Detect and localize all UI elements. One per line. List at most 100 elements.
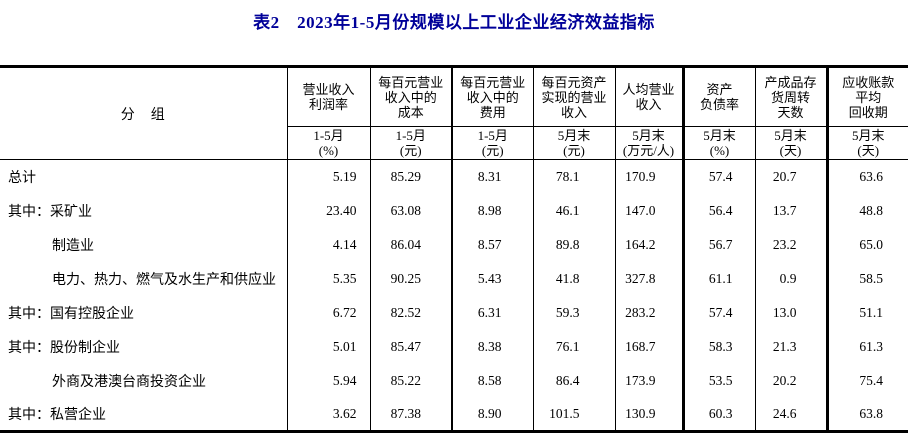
cell-value: 86.4 [532,363,615,398]
cell-value: 58.3 [681,329,755,364]
row-label: 其中：私营企业 [8,407,106,423]
cell-value: 6.72 [286,295,370,330]
cell-value: 20.7 [754,159,827,194]
table-row: 其中：私营企业 3.62 87.38 8.90 101.5 130.9 60.3 24.6 63… [0,397,908,432]
row-label: 电力、热力、燃气及水生产和供应业 [52,272,276,288]
col-header-name-1: 营业收入 利润率 [286,66,370,127]
cell-value: 8.57 [451,227,533,262]
table-title: 表2 2023年1-5月份规模以上工业企业经济效益指标 [253,13,655,32]
cell-value: 147.0 [614,193,683,228]
cell-value: 170.9 [614,159,683,194]
col-header-unit-5: 5月末 (万元/人) [614,126,683,160]
col-header-name-7: 产成品存 货周转 天数 [754,66,827,127]
table-row: 其中：采矿业 23.40 63.08 8.98 46.1 147.0 56.4 13.7 48.… [0,193,908,228]
cell-value: 327.8 [614,261,683,296]
cell-value: 65.0 [825,227,908,262]
cell-value: 59.3 [532,295,615,330]
col-header-name-6: 资产 负债率 [681,66,755,127]
cell-value: 0.9 [754,261,827,296]
cell-value: 164.2 [614,227,683,262]
cell-value: 85.29 [369,159,452,194]
col-header-unit-1: 1-5月 (%) [286,126,370,160]
cell-value: 56.4 [681,193,755,228]
row-label: 外商及港澳台商投资企业 [52,374,206,390]
cell-value: 58.5 [825,261,908,296]
cell-value: 86.04 [369,227,452,262]
cell-value: 173.9 [614,363,683,398]
col-header-unit-3: 1-5月 (元) [451,126,533,160]
cell-value: 78.1 [532,159,615,194]
cell-value: 23.2 [754,227,827,262]
cell-value: 5.19 [286,159,370,194]
cell-value: 61.1 [681,261,755,296]
row-label: 总计 [8,170,36,186]
cell-value: 48.8 [825,193,908,228]
table-row: 外商及港澳台商投资企业 5.94 85.22 8.58 86.4 173.9 53.5 20.… [0,363,908,398]
cell-value: 53.5 [681,363,755,398]
cell-value: 168.7 [614,329,683,364]
cell-value: 8.38 [451,329,533,364]
table-row: 制造业 4.14 86.04 8.57 89.8 164.2 56.7 23.2 65.0 [0,227,908,262]
cell-value: 130.9 [614,397,683,432]
col-header-name-5: 人均营业 收入 [614,66,683,127]
cell-value: 3.62 [286,397,370,432]
cell-value: 8.58 [451,363,533,398]
cell-value: 4.14 [286,227,370,262]
col-header-name-4: 每百元资产 实现的营业 收入 [532,66,615,127]
cell-value: 20.2 [754,363,827,398]
col-header-unit-4: 5月末 (元) [532,126,615,160]
table-row: 其中：国有控股企业 6.72 82.52 6.31 59.3 283.2 57.4 13.0 5… [0,295,908,330]
cell-value: 101.5 [532,397,615,432]
cell-value: 5.43 [451,261,533,296]
cell-value: 23.40 [286,193,370,228]
table-row: 电力、热力、燃气及水生产和供应业 5.35 90.25 5.43 41.8 327.8 61… [0,261,908,296]
row-label: 其中：采矿业 [8,204,92,220]
cell-value: 46.1 [532,193,615,228]
table-row: 总计 5.19 85.29 8.31 78.1 170.9 57.4 20.7 63.6 [0,159,908,194]
cell-value: 75.4 [825,363,908,398]
cell-value: 85.22 [369,363,452,398]
cell-value: 76.1 [532,329,615,364]
cell-value: 60.3 [681,397,755,432]
cell-value: 87.38 [369,397,452,432]
cell-value: 85.47 [369,329,452,364]
col-header-name-8: 应收账款 平均 回收期 [825,66,908,127]
cell-value: 63.6 [825,159,908,194]
cell-value: 24.6 [754,397,827,432]
row-label: 其中：股份制企业 [8,340,120,356]
cell-value: 283.2 [614,295,683,330]
col-header-unit-2: 1-5月 (元) [369,126,452,160]
col-header-group: 分 组 [0,66,287,160]
col-header-unit-6: 5月末 (%) [681,126,755,160]
col-header-name-3: 每百元营业 收入中的 费用 [451,66,533,127]
cell-value: 63.8 [825,397,908,432]
cell-value: 89.8 [532,227,615,262]
cell-value: 56.7 [681,227,755,262]
cell-value: 61.3 [825,329,908,364]
row-label: 制造业 [52,238,94,254]
cell-value: 5.35 [286,261,370,296]
cell-value: 5.94 [286,363,370,398]
col-header-unit-7: 5月末 (天) [754,126,827,160]
cell-value: 5.01 [286,329,370,364]
cell-value: 57.4 [681,159,755,194]
cell-value: 90.25 [369,261,452,296]
cell-value: 8.31 [451,159,533,194]
cell-value: 8.98 [451,193,533,228]
table-row: 其中：股份制企业 5.01 85.47 8.38 76.1 168.7 58.3 21.3 61… [0,329,908,364]
cell-value: 82.52 [369,295,452,330]
header-row-units: 1-5月 (%) 1-5月 (元) 1-5月 (元) 5月末 (元) 5月末 (万元/人… [0,126,908,160]
cell-value: 13.7 [754,193,827,228]
economic-indicators-table: 分 组 营业收入 利润率 每百元营业 收入中的 成本 每百元营业 收入中的 费用 每百… [0,65,908,433]
row-label: 其中：国有控股企业 [8,306,134,322]
header-row-names: 分 组 营业收入 利润率 每百元营业 收入中的 成本 每百元营业 收入中的 费用 每百… [0,66,908,160]
cell-value: 6.31 [451,295,533,330]
cell-value: 21.3 [754,329,827,364]
col-header-name-2: 每百元营业 收入中的 成本 [369,66,452,127]
cell-value: 13.0 [754,295,827,330]
cell-value: 51.1 [825,295,908,330]
cell-value: 41.8 [532,261,615,296]
cell-value: 57.4 [681,295,755,330]
cell-value: 8.90 [451,397,533,432]
